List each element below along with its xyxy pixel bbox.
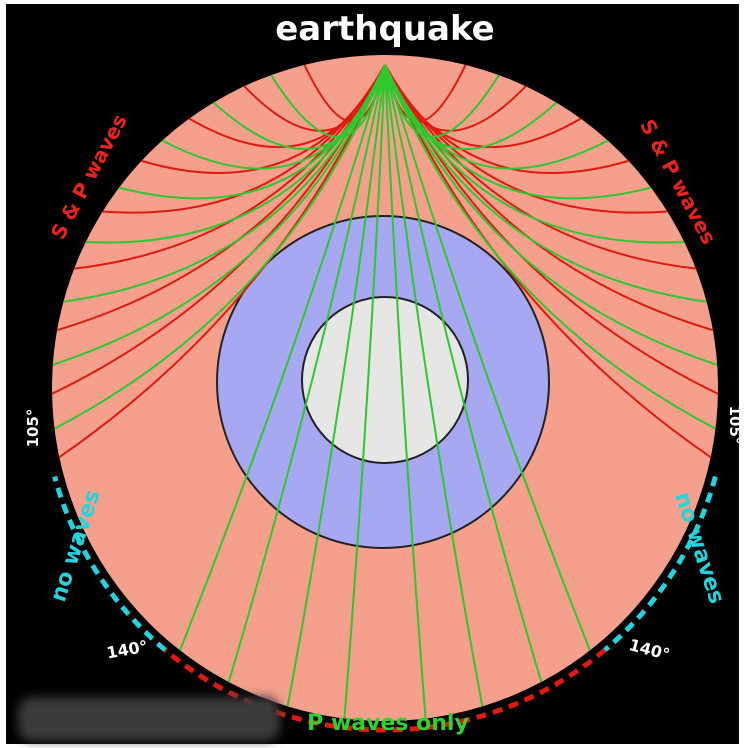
ray xyxy=(384,64,685,244)
ray xyxy=(286,64,386,707)
ray xyxy=(54,64,386,430)
ray xyxy=(384,64,484,707)
ray xyxy=(384,64,716,430)
seismic-rays xyxy=(51,64,719,719)
ray xyxy=(384,64,591,651)
ray xyxy=(74,64,386,270)
angle-label: 105° xyxy=(24,409,42,448)
ray xyxy=(52,64,386,366)
ray xyxy=(384,64,718,366)
ray xyxy=(384,64,712,459)
ray xyxy=(384,64,696,270)
inner-core xyxy=(301,296,469,464)
ray xyxy=(56,64,386,332)
ray xyxy=(58,64,386,459)
ray xyxy=(384,64,714,332)
shadow-zone-marks xyxy=(52,475,718,733)
ray xyxy=(384,64,707,303)
zone-arc xyxy=(163,648,607,733)
zone-arc xyxy=(603,475,718,652)
zone-arc xyxy=(52,475,167,652)
ray xyxy=(227,64,386,683)
ray xyxy=(343,64,386,719)
ray xyxy=(384,64,668,214)
ray xyxy=(63,64,386,303)
ray xyxy=(384,64,543,683)
blur-patch xyxy=(18,697,280,741)
title: earthquake xyxy=(275,9,494,49)
ray xyxy=(384,64,427,719)
ray xyxy=(85,64,386,244)
angle-label: 105° xyxy=(726,406,744,445)
ray xyxy=(102,64,386,214)
ray xyxy=(179,64,386,651)
zone-label: P waves only xyxy=(307,711,469,736)
